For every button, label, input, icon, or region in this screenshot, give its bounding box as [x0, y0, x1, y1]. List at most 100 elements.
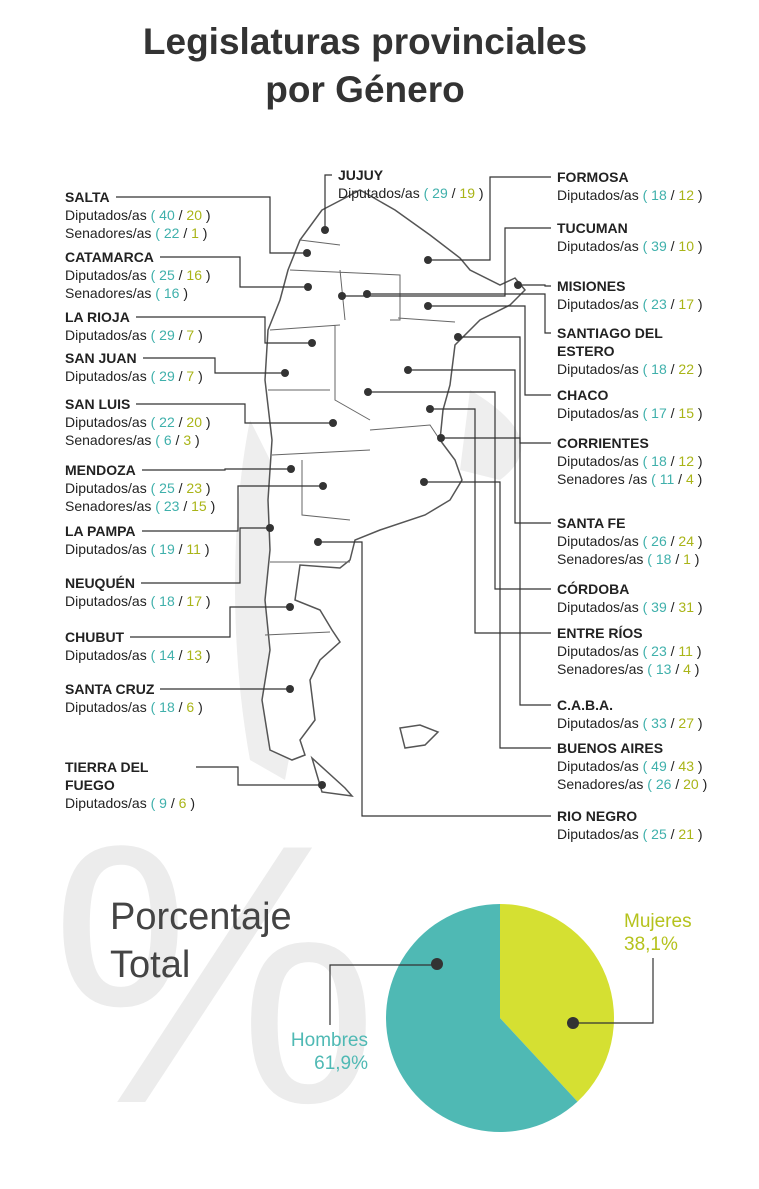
province-name: JUJUY — [338, 167, 384, 183]
seat-row: Diputados/as1413 — [65, 646, 211, 664]
seat-row: Diputados/as2521 — [557, 825, 703, 843]
chamber-label: Diputados/as — [65, 647, 147, 663]
women-count: 12 — [667, 187, 703, 203]
province-marker — [286, 685, 294, 693]
women-count: 4 — [674, 471, 702, 487]
men-count: 40 — [147, 207, 175, 223]
province-name: SALTA — [65, 189, 110, 205]
chamber-label: Diputados/as — [557, 826, 639, 842]
chamber-label: Senadores /as — [557, 471, 648, 487]
men-count: 6 — [151, 432, 171, 448]
men-count: 26 — [639, 533, 667, 549]
men-count: 18 — [147, 699, 175, 715]
province-name: TUCUMAN — [557, 220, 628, 236]
chamber-label: Diputados/as — [338, 185, 420, 201]
seat-row: Diputados/as4943 — [557, 757, 707, 775]
seat-row: Diputados/as1715 — [557, 404, 703, 422]
women-count: 21 — [667, 826, 703, 842]
province-name: MENDOZA — [65, 462, 136, 478]
province-name: SAN LUIS — [65, 396, 131, 412]
province-name: CÓRDOBA — [557, 581, 630, 597]
women-count: 20 — [671, 776, 707, 792]
islands — [399, 724, 440, 749]
men-count: 23 — [639, 296, 667, 312]
leader-line — [196, 766, 322, 786]
chamber-label: Senadores/as — [557, 661, 644, 677]
pie-marker — [567, 1017, 579, 1029]
seat-row: Diputados/as3910 — [557, 237, 703, 255]
seat-row: Diputados/as1812 — [557, 186, 703, 204]
men-count: 25 — [147, 480, 175, 496]
leader-line — [441, 437, 551, 706]
chamber-label: Senadores/as — [557, 776, 644, 792]
province-name: NEUQUÉN — [65, 575, 136, 591]
chamber-label: Diputados/as — [557, 715, 639, 731]
leader-line — [141, 527, 270, 584]
chamber-label: Diputados/as — [557, 296, 639, 312]
seat-row: Diputados/as3327 — [557, 714, 703, 732]
province-name: CATAMARCA — [65, 249, 154, 265]
men-count: 25 — [147, 267, 175, 283]
province-name: ENTRE RÍOS — [557, 625, 643, 641]
chamber-label: Senadores/as — [65, 285, 152, 301]
province-marker — [266, 524, 274, 532]
seat-row: Senadores/as16 — [65, 284, 211, 302]
men-count: 16 — [151, 285, 188, 301]
leader-line — [136, 316, 312, 344]
pie-leader — [573, 958, 654, 1024]
leader-line — [368, 391, 551, 590]
province-marker — [514, 281, 522, 289]
women-count: 23 — [175, 480, 211, 496]
men-count: 22 — [147, 414, 175, 430]
chamber-label: Diputados/as — [557, 758, 639, 774]
men-count: 18 — [639, 453, 667, 469]
province-marker — [424, 302, 432, 310]
province-marker — [319, 482, 327, 490]
women-count: 17 — [175, 593, 211, 609]
women-count: 1 — [671, 551, 699, 567]
leader-line — [367, 293, 551, 334]
seat-row: Diputados/as1817 — [65, 592, 211, 610]
shadow — [460, 390, 522, 480]
women-count: 43 — [667, 758, 703, 774]
men-count: 18 — [643, 551, 671, 567]
province-marker — [454, 333, 462, 341]
leader-line — [408, 369, 551, 524]
chamber-label: Diputados/as — [65, 207, 147, 223]
province-name: LA RIOJA — [65, 309, 130, 325]
seat-row: Diputados/as96 — [65, 794, 195, 812]
province-marker — [420, 478, 428, 486]
women-count: 12 — [667, 453, 703, 469]
men-count: 19 — [147, 541, 175, 557]
men-count: 18 — [147, 593, 175, 609]
seat-row: Senadores/as134 — [557, 660, 702, 678]
men-count: 29 — [147, 327, 175, 343]
men-count: 29 — [420, 185, 448, 201]
women-count: 22 — [667, 361, 703, 377]
women-count: 11 — [175, 541, 210, 557]
women-count: 10 — [667, 238, 703, 254]
pie-label: Mujeres 38,1% — [624, 910, 692, 956]
women-count: 6 — [167, 795, 195, 811]
leader-line — [424, 481, 551, 749]
men-count: 49 — [639, 758, 667, 774]
leader-line — [428, 176, 551, 261]
women-count: 11 — [667, 643, 702, 659]
title: Legislaturas provinciales por Género — [142, 21, 588, 110]
seat-row: Diputados/as297 — [65, 367, 203, 385]
province-marker — [304, 283, 312, 291]
leader-line — [458, 336, 551, 444]
seat-row: Diputados/as1822 — [557, 360, 703, 378]
leader-line — [342, 227, 551, 297]
women-count: 1 — [179, 225, 207, 241]
leader-line — [160, 256, 308, 288]
map-outline — [310, 755, 354, 798]
women-count: 6 — [175, 699, 203, 715]
